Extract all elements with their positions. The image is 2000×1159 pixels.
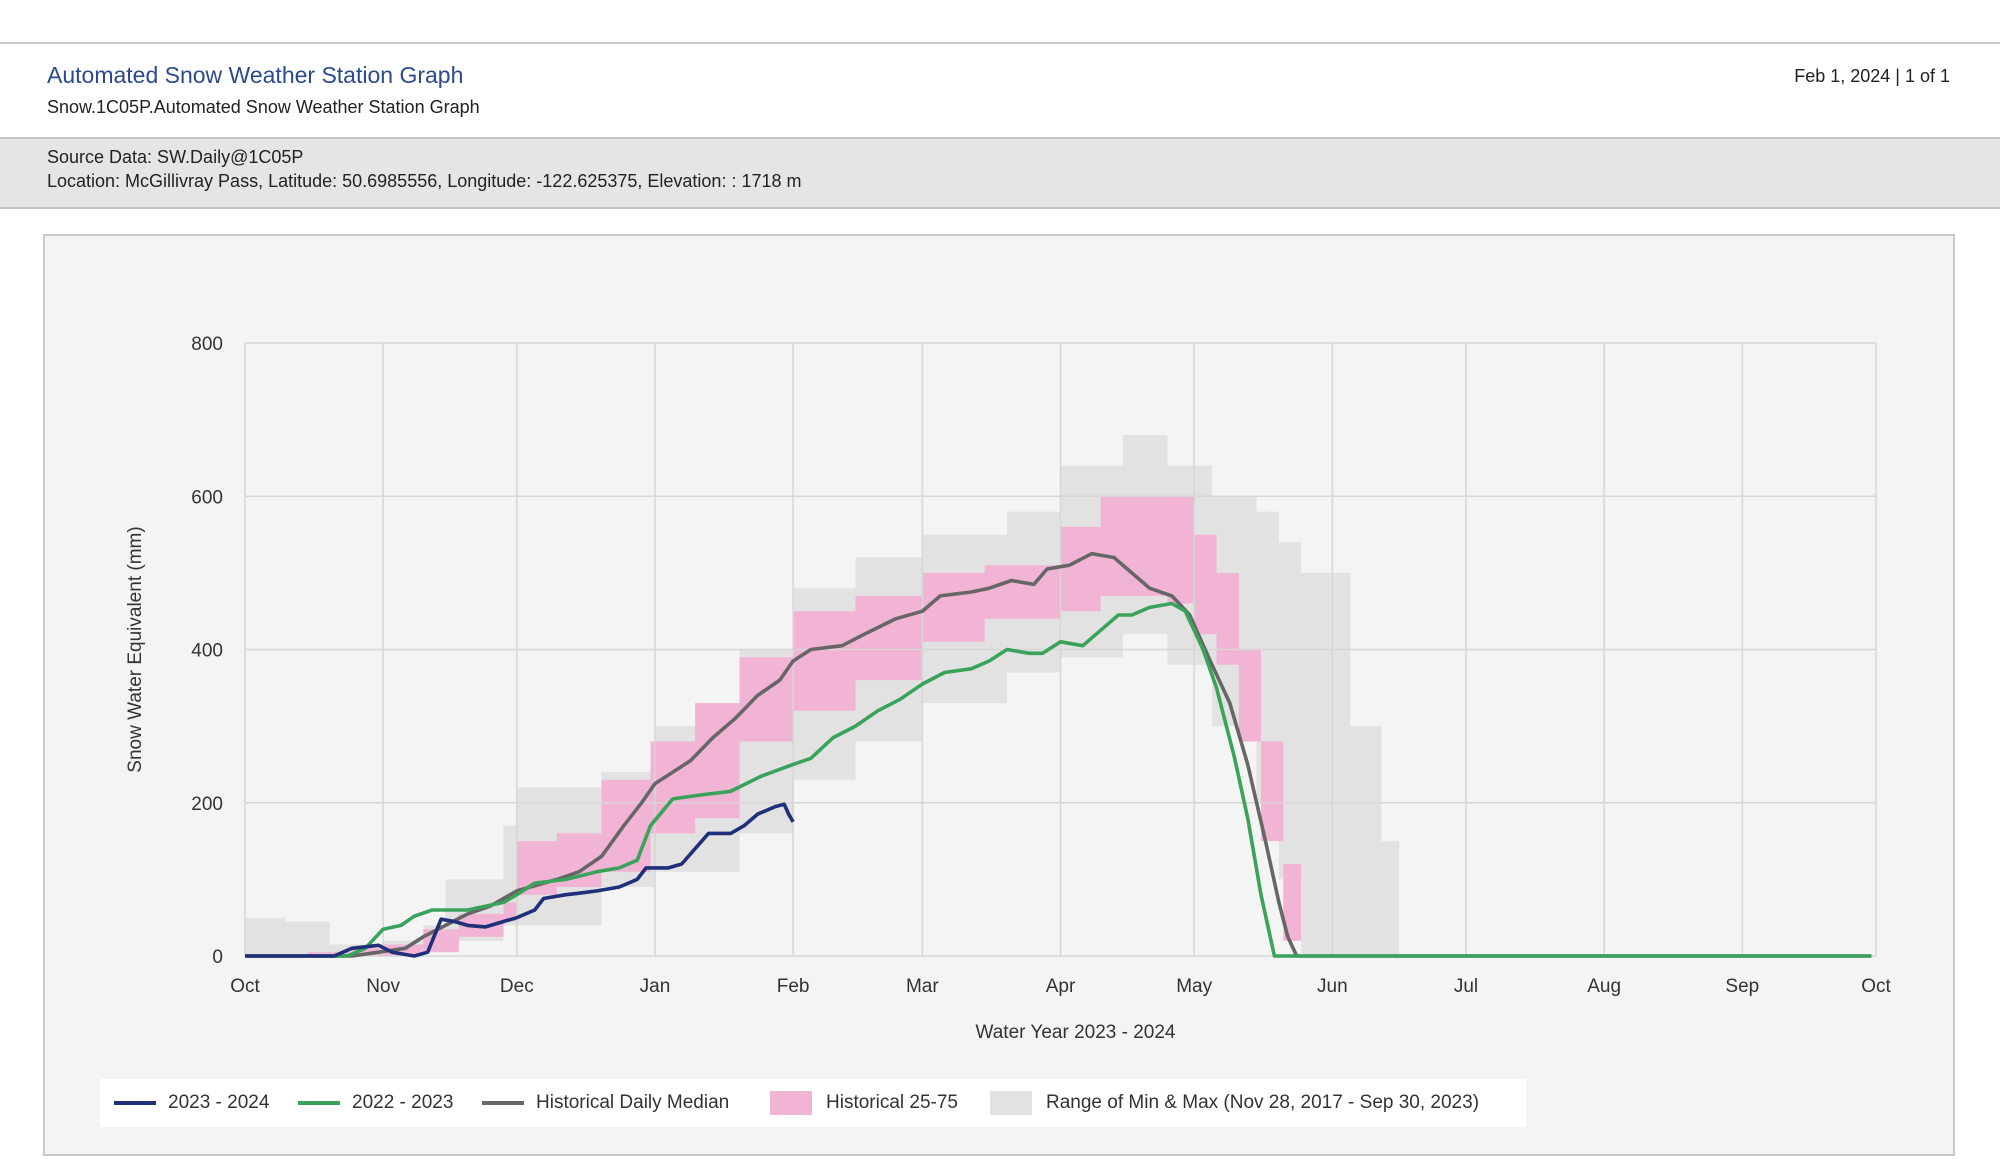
legend: 2023 - 2024 2022 - 2023 Historical Daily…	[100, 1079, 1526, 1127]
x-tick-label-5: Mar	[906, 976, 939, 997]
legend-label-median: Historical Daily Median	[536, 1092, 730, 1113]
x-axis-label: Water Year 2023 - 2024	[976, 1022, 1176, 1043]
top-rule	[0, 42, 2000, 44]
band-min-max	[245, 435, 1872, 956]
legend-label-previous: 2022 - 2023	[352, 1092, 454, 1113]
location-info: Location: McGillivray Pass, Latitude: 50…	[47, 171, 802, 191]
page-title: Automated Snow Weather Station Graph	[47, 62, 464, 88]
legend-swatch-minmax	[990, 1091, 1032, 1115]
axes-layer: 0 200 400 600 800 Oct Nov Dec Jan Feb Mar Apr May Jun…	[125, 334, 1891, 1043]
x-tick-label-0: Oct	[230, 976, 260, 997]
bands-layer	[245, 435, 1872, 956]
legend-swatch-25-75	[770, 1091, 812, 1115]
x-tick-label-12: Oct	[1861, 976, 1891, 997]
legend-item-minmax: Range of Min & Max (Nov 28, 2017 - Sep 3…	[990, 1079, 1479, 1127]
x-tick-label-3: Jan	[640, 976, 671, 997]
legend-item-median: Historical Daily Median	[482, 1079, 729, 1127]
x-tick-label-9: Jul	[1454, 976, 1478, 997]
info-band: Source Data: SW.Daily@1C05P Location: Mc…	[0, 137, 2000, 209]
legend-label-25-75: Historical 25-75	[826, 1092, 958, 1113]
x-tick-label-11: Sep	[1725, 976, 1759, 997]
page-subtitle: Snow.1C05P.Automated Snow Weather Statio…	[47, 97, 480, 117]
legend-label-minmax: Range of Min & Max (Nov 28, 2017 - Sep 3…	[1046, 1092, 1480, 1113]
median-line	[245, 551, 1872, 958]
lines-layer	[245, 551, 1872, 958]
band-25-75	[245, 496, 1872, 956]
y-axis-label: Snow Water Equivalent (mm)	[125, 526, 146, 772]
legend-label-current: 2023 - 2024	[168, 1092, 270, 1113]
page-info: Feb 1, 2024 | 1 of 1	[1794, 66, 1950, 86]
current-year-line	[245, 802, 795, 958]
legend-swatch-current	[114, 1101, 156, 1105]
grid-layer	[244, 342, 1877, 957]
legend-item-25-75: Historical 25-75	[770, 1079, 958, 1127]
x-tick-label-2: Dec	[500, 976, 534, 997]
legend-swatch-median	[482, 1101, 524, 1105]
x-tick-label-6: Apr	[1046, 976, 1076, 997]
x-tick-label-8: Jun	[1317, 976, 1348, 997]
legend-item-previous: 2022 - 2023	[298, 1079, 453, 1127]
x-tick-label-7: May	[1176, 976, 1212, 997]
legend-swatch-previous	[298, 1101, 340, 1105]
x-tick-label-4: Feb	[777, 976, 810, 997]
y-tick-label-4: 800	[191, 334, 223, 355]
y-tick-label-1: 200	[191, 794, 223, 815]
y-tick-label-3: 600	[191, 487, 223, 508]
source-data: Source Data: SW.Daily@1C05P	[47, 147, 304, 167]
legend-item-current: 2023 - 2024	[114, 1079, 269, 1127]
previous-year-line	[245, 601, 1872, 958]
y-tick-label-2: 400	[191, 641, 223, 662]
x-tick-label-1: Nov	[366, 976, 400, 997]
y-tick-label-0: 0	[212, 947, 223, 968]
x-tick-label-10: Aug	[1587, 976, 1621, 997]
